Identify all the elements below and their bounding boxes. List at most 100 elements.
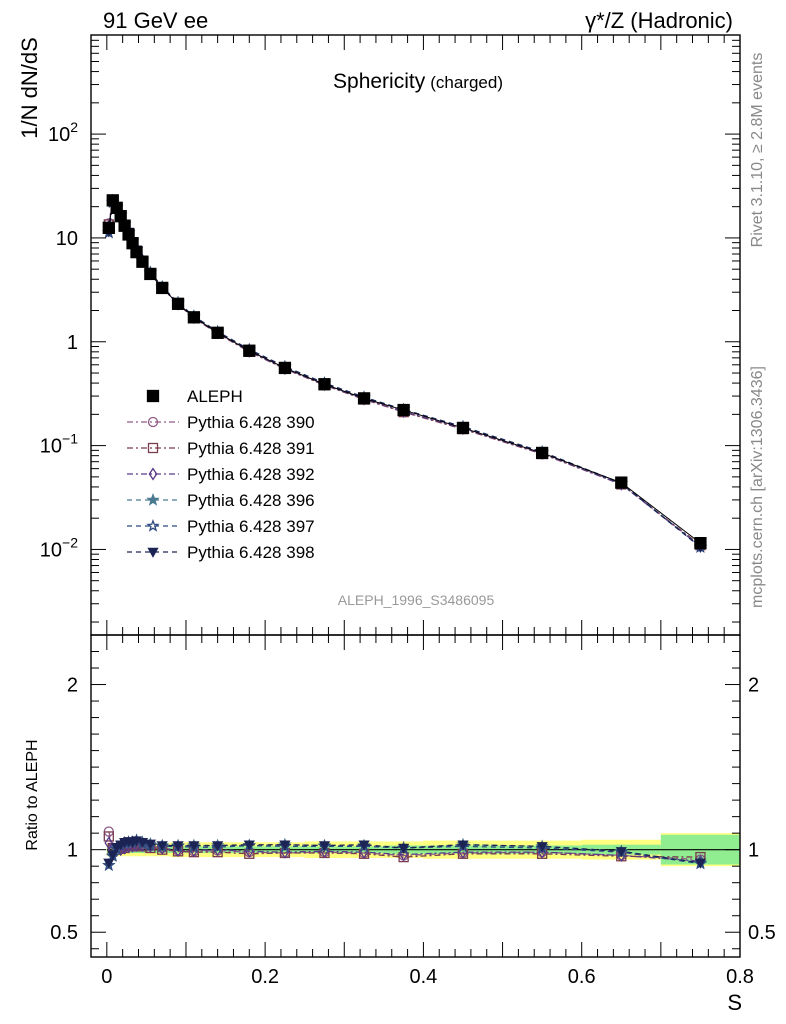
legend: ALEPH Pythia 6.428 390 Pythia 6.428 391 Pyt…	[127, 387, 315, 562]
data-point	[187, 311, 201, 324]
y-tick-label: 10	[56, 228, 78, 250]
ratio-point	[615, 847, 627, 858]
ratio-frame	[90, 634, 741, 958]
ratio-point	[212, 841, 224, 852]
legend-marker	[146, 492, 160, 506]
mcplots-reference-text: mcplots.cern.ch [arXiv:1306.3436]	[749, 366, 766, 608]
legend-marker	[148, 467, 158, 481]
y-tick-label-exponent: 2	[70, 119, 78, 135]
ratio-point	[279, 840, 291, 851]
legend-label: Pythia 6.428 398	[187, 543, 315, 562]
y-tick-label-exponent: −2	[62, 534, 78, 550]
x-tick-label: 0.2	[251, 966, 279, 988]
ratio-y-tick-label-right: 2	[748, 675, 759, 697]
ratio-series-layer	[102, 826, 708, 872]
x-tick-label: 0.4	[410, 966, 438, 988]
y-tick-label: 10−1	[40, 431, 78, 458]
analysis-watermark: ALEPH_1996_S3486095	[338, 592, 495, 608]
ratio-ylabel: Ratio to ALEPH	[24, 739, 41, 850]
ratio-y-tick-label: 1	[67, 840, 78, 862]
ratio-point	[318, 841, 331, 852]
y-tick-label-base: 10	[40, 539, 62, 561]
y-tick-label-exponent: −1	[62, 431, 78, 447]
ratio-point	[398, 843, 410, 854]
legend-entry: Pythia 6.428 391	[127, 439, 315, 458]
legend-entry: Pythia 6.428 397	[127, 517, 315, 536]
y-tick-label: 102	[48, 119, 78, 146]
series-line	[108, 200, 701, 548]
ratio-point	[358, 840, 370, 851]
data-point	[318, 378, 331, 391]
ratio-y-tick-label: 2	[67, 675, 78, 697]
ratio-point	[107, 850, 119, 861]
data-point	[156, 281, 169, 295]
legend-label: Pythia 6.428 396	[187, 491, 315, 510]
data-point	[456, 421, 470, 435]
legend-label: Pythia 6.428 390	[187, 413, 315, 432]
ratio-point	[144, 839, 156, 850]
legend-label: ALEPH	[187, 387, 243, 406]
legend-marker	[147, 416, 159, 428]
y-tick-label-base: 1	[67, 332, 78, 354]
y-tick-label-base: 10	[56, 228, 78, 250]
legend-marker	[147, 442, 159, 454]
ratio-pythia-6-428-398	[103, 836, 707, 869]
series-aleph	[102, 194, 707, 550]
ratio-point	[188, 841, 200, 852]
ratio-point	[694, 858, 707, 869]
header-right: γ*/Z (Hadronic)	[585, 8, 733, 33]
data-point	[211, 326, 224, 339]
data-point	[144, 267, 157, 281]
data-point	[102, 221, 115, 235]
plot-title: Sphericity (charged)	[333, 70, 503, 93]
header-left: 91 GeV ee	[103, 8, 208, 33]
ratio-y-tick-label-right: 1	[748, 840, 759, 862]
legend-label: Pythia 6.428 391	[187, 439, 315, 458]
legend-entry: Pythia 6.428 396	[127, 491, 315, 510]
legend-entry: Pythia 6.428 398	[127, 543, 315, 562]
x-tick-label: 0.8	[726, 966, 754, 988]
legend-entry: Pythia 6.428 392	[127, 465, 315, 484]
main-ylabel: 1/N dN/dS	[17, 37, 42, 139]
y-tick-label-base: 10	[40, 436, 62, 458]
ratio-point	[136, 837, 149, 849]
x-axis-label: S	[727, 990, 742, 1015]
legend-entry: ALEPH	[146, 387, 243, 406]
ratio-point	[103, 831, 114, 842]
legend-marker	[146, 389, 160, 403]
ratio-point	[104, 836, 114, 850]
legend-label: Pythia 6.428 397	[187, 517, 315, 536]
plot-title-main: Sphericity	[333, 70, 426, 93]
ratio-point	[457, 840, 469, 851]
legend-label: Pythia 6.428 392	[187, 465, 315, 484]
data-point	[615, 476, 628, 489]
y-tick-label-base: 10	[48, 124, 70, 146]
ratio-point	[156, 841, 168, 852]
data-point	[171, 297, 185, 310]
legend-marker	[146, 518, 160, 532]
data-point	[397, 403, 410, 417]
data-point	[243, 344, 256, 357]
ratio-point	[399, 848, 409, 862]
main-series-layer	[102, 193, 708, 553]
data-point	[694, 536, 707, 550]
ratio-point	[243, 840, 255, 851]
legend-marker	[147, 547, 159, 558]
ratio-point	[536, 842, 548, 853]
y-tick-label: 1	[67, 332, 78, 354]
ratio-point	[172, 841, 184, 852]
data-point	[357, 392, 371, 405]
x-tick-label: 0	[101, 966, 112, 988]
legend-entry: Pythia 6.428 390	[127, 413, 315, 432]
rivet-version-text: Rivet 3.1.10, ≥ 2.8M events	[749, 53, 766, 248]
data-point	[278, 361, 292, 375]
y-tick-label: 10−2	[40, 534, 78, 561]
ratio-y-tick-label: 0.5	[50, 922, 78, 944]
data-point	[136, 255, 149, 268]
ratio-point	[103, 858, 115, 869]
x-tick-label: 0.6	[568, 966, 596, 988]
data-point	[535, 446, 549, 460]
ratio-y-tick-label-right: 0.5	[748, 922, 776, 944]
